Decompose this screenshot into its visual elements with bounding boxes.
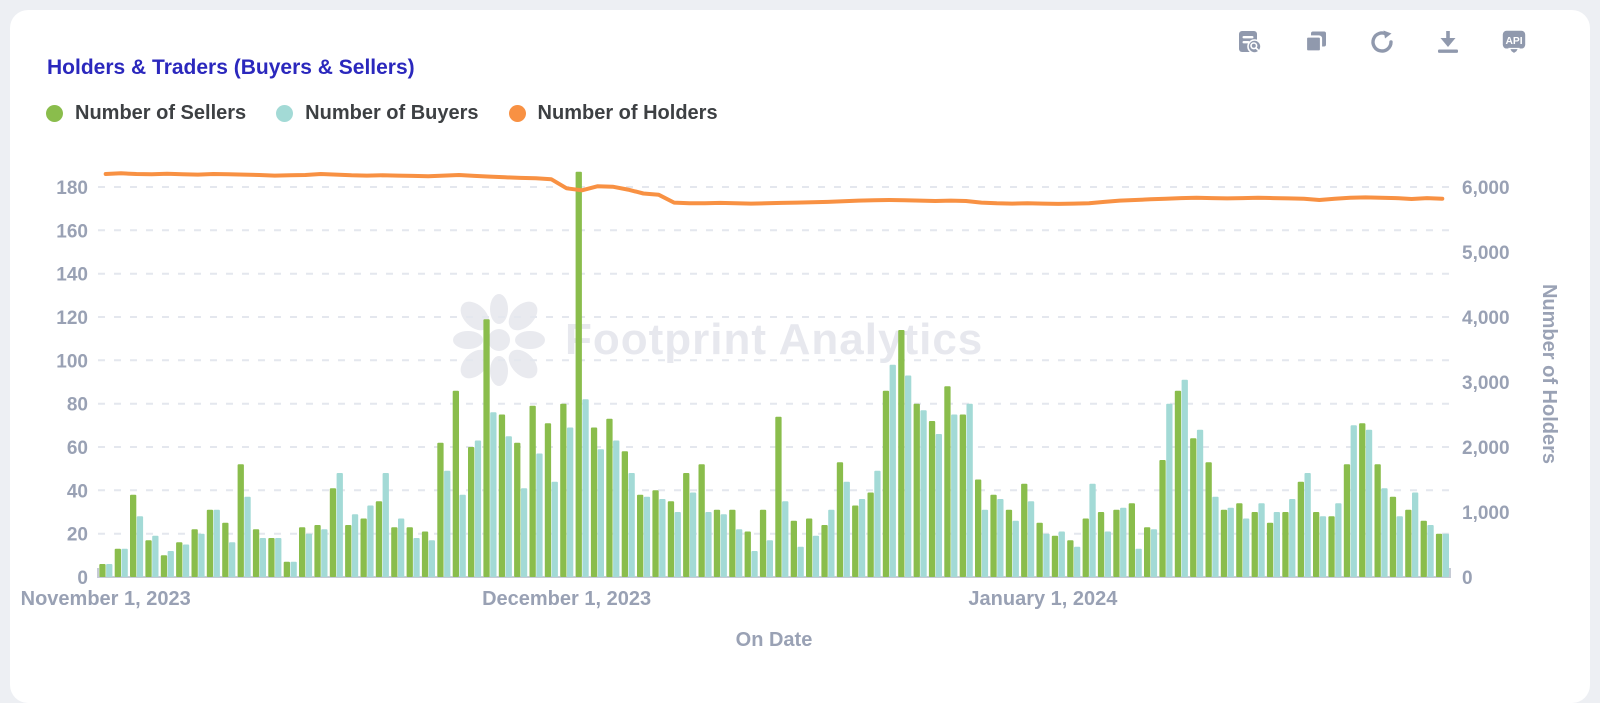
left-axis-tick: 0 (77, 568, 88, 589)
x-axis-date-label: January 1, 2024 (968, 588, 1118, 610)
download-icon[interactable] (1434, 28, 1462, 56)
left-axis-tick: 80 (67, 395, 88, 416)
holders-line[interactable] (103, 171, 1445, 206)
left-axis-tick: 40 (67, 481, 88, 502)
legend-label-buyers: Number of Buyers (305, 102, 479, 124)
left-axis-tick: 60 (67, 438, 88, 459)
right-axis-tick: 3,000 (1462, 373, 1510, 394)
right-axis-tick: 5,000 (1462, 243, 1510, 264)
right-axis-tick: 1,000 (1462, 503, 1510, 524)
left-axis-tick: 160 (56, 221, 88, 242)
api-icon[interactable]: API (1500, 28, 1528, 56)
legend-item-buyers[interactable]: Number of Buyers (276, 102, 479, 125)
right-axis-title: Number of Holders (1538, 284, 1560, 464)
left-axis-tick: 20 (67, 525, 88, 546)
right-axis-tick: 4,000 (1462, 308, 1510, 329)
x-axis-title: On Date (736, 629, 813, 651)
sellers-bars[interactable] (99, 171, 1443, 578)
x-axis-date-label: November 1, 2023 (21, 588, 191, 610)
left-axis-tick: 100 (56, 351, 88, 372)
chart-card: Holders & Traders (Buyers & Sellers) (10, 10, 1590, 703)
svg-text:API: API (1505, 36, 1522, 47)
buyers-dot-icon (276, 105, 294, 122)
x-axis-line (97, 568, 1451, 578)
buyers-bars[interactable] (106, 364, 1449, 577)
refresh-icon[interactable] (1368, 28, 1396, 56)
holders-traders-chart[interactable]: 0 20 40 60 80 100 120 140 160 180 0 1,000 2,000 3,000… (10, 10, 1600, 703)
left-axis-tick: 140 (56, 265, 88, 286)
legend-label-sellers: Number of Sellers (75, 102, 247, 124)
right-axis-tick: 2,000 (1462, 438, 1510, 459)
right-axis-tick: 0 (1462, 568, 1473, 589)
legend: Number of Sellers Number of Buyers Numbe… (46, 102, 718, 125)
toolbar: API (1236, 28, 1528, 56)
right-axis-tick: 6,000 (1462, 178, 1510, 199)
legend-label-holders: Number of Holders (537, 102, 718, 124)
legend-item-sellers[interactable]: Number of Sellers (46, 102, 246, 125)
x-axis-date-label: December 1, 2023 (482, 588, 651, 610)
left-axis-tick: 180 (56, 178, 88, 199)
sellers-dot-icon (46, 105, 63, 122)
data-preview-icon[interactable] (1236, 28, 1264, 56)
copy-chart-icon[interactable] (1302, 28, 1330, 56)
holders-dot-icon (508, 105, 526, 122)
legend-item-holders[interactable]: Number of Holders (508, 102, 718, 125)
chart-title: Holders & Traders (Buyers & Sellers) (47, 56, 415, 79)
left-axis-tick: 120 (56, 308, 88, 329)
